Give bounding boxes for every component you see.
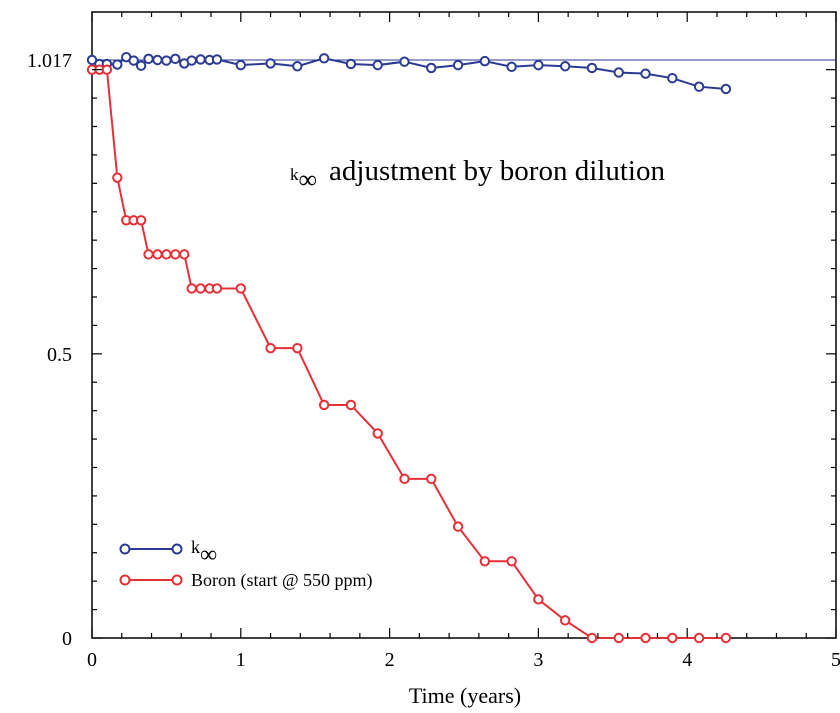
data-point bbox=[667, 632, 678, 644]
data-point bbox=[186, 283, 197, 294]
x-tick-label: 3 bbox=[533, 649, 543, 671]
title-k: k bbox=[290, 165, 299, 184]
data-point bbox=[135, 215, 147, 226]
data-point bbox=[586, 632, 598, 644]
data-point bbox=[112, 59, 123, 70]
chart-title: k∞ adjustment by boron dilution bbox=[290, 155, 665, 194]
data-point bbox=[452, 59, 464, 71]
data-point bbox=[179, 249, 190, 260]
data-point bbox=[318, 399, 330, 411]
data-point bbox=[152, 54, 163, 66]
data-point bbox=[161, 55, 172, 66]
data-point bbox=[399, 56, 410, 67]
data-point bbox=[128, 55, 139, 66]
legend-marker-kinf-left bbox=[119, 543, 131, 555]
series-group bbox=[86, 51, 732, 644]
data-point bbox=[152, 249, 163, 260]
data-point bbox=[506, 61, 517, 73]
x-tick-label: 1 bbox=[236, 649, 246, 671]
title-rest: adjustment by boron dilution bbox=[329, 155, 665, 187]
legend-label-boron: Boron (start @ 550 ppm) bbox=[191, 570, 373, 591]
data-point bbox=[720, 632, 732, 644]
axis-ticks: 0 1 2 3 4 5 0 0.5 1.017 bbox=[27, 12, 840, 671]
data-point bbox=[533, 594, 544, 605]
legend-infinity: ∞ bbox=[200, 542, 217, 568]
data-point bbox=[143, 53, 154, 65]
data-point bbox=[667, 72, 678, 84]
data-point bbox=[292, 342, 303, 354]
legend-k: k bbox=[191, 537, 200, 557]
x-tick-label: 5 bbox=[831, 649, 840, 671]
data-point bbox=[211, 54, 223, 65]
y-tick-label: 1.017 bbox=[27, 50, 72, 72]
data-point bbox=[195, 283, 206, 294]
data-point bbox=[235, 59, 247, 71]
legend-marker-kinf-right bbox=[171, 543, 183, 555]
data-point bbox=[170, 249, 181, 260]
data-point bbox=[372, 59, 383, 71]
series-0 bbox=[86, 51, 732, 95]
data-point bbox=[345, 399, 357, 411]
data-point bbox=[426, 473, 437, 485]
data-point bbox=[399, 473, 410, 485]
data-point bbox=[533, 59, 544, 71]
data-point bbox=[506, 556, 517, 567]
data-point bbox=[345, 58, 357, 70]
x-tick-label: 0 bbox=[87, 649, 97, 671]
data-point bbox=[426, 62, 437, 74]
data-point bbox=[211, 283, 223, 294]
data-point bbox=[452, 521, 464, 532]
legend-marker-boron-left bbox=[119, 574, 131, 586]
data-point bbox=[479, 55, 491, 67]
data-point bbox=[613, 632, 624, 644]
data-point bbox=[720, 83, 732, 95]
title-infinity: ∞ bbox=[299, 165, 318, 194]
data-point bbox=[112, 172, 123, 183]
data-point bbox=[143, 249, 154, 260]
x-tick-label: 4 bbox=[682, 649, 692, 671]
data-point bbox=[693, 632, 705, 644]
data-point bbox=[586, 62, 598, 74]
series-1 bbox=[86, 64, 732, 644]
y-tick-label: 0 bbox=[62, 628, 72, 650]
data-point bbox=[135, 60, 147, 71]
data-point bbox=[235, 283, 247, 294]
data-point bbox=[101, 64, 113, 75]
data-point bbox=[186, 55, 197, 66]
data-point bbox=[318, 53, 330, 64]
data-point bbox=[195, 54, 206, 65]
data-point bbox=[292, 61, 303, 72]
data-point bbox=[693, 81, 705, 92]
data-point bbox=[265, 342, 276, 354]
data-point bbox=[372, 428, 383, 439]
data-point bbox=[640, 68, 651, 79]
y-tick-label: 0.5 bbox=[47, 344, 72, 366]
legend-marker-boron-right bbox=[171, 574, 183, 586]
data-point bbox=[640, 632, 651, 644]
legend: k∞ Boron (start @ 550 ppm) bbox=[119, 537, 373, 591]
data-point bbox=[559, 615, 571, 626]
data-point bbox=[559, 61, 571, 72]
legend-label-kinf: k∞ bbox=[191, 537, 217, 568]
x-tick-label: 2 bbox=[385, 649, 395, 671]
data-point bbox=[170, 53, 181, 65]
data-point bbox=[161, 249, 172, 260]
data-point bbox=[265, 58, 276, 69]
x-axis-label: Time (years) bbox=[409, 683, 521, 708]
data-point bbox=[613, 67, 624, 78]
data-point bbox=[479, 556, 491, 567]
